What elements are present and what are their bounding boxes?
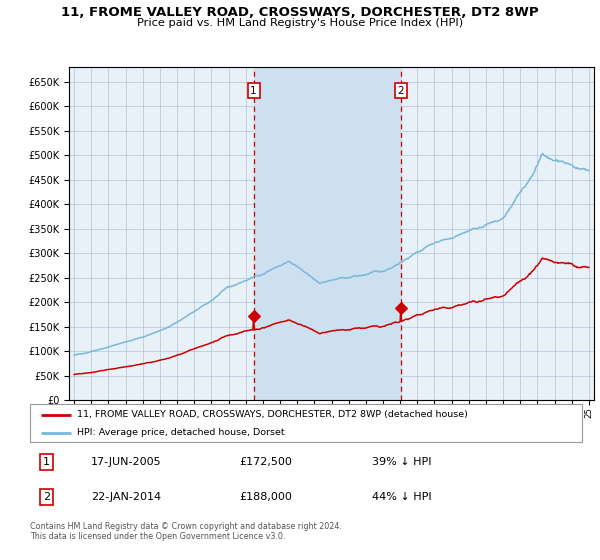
Text: 1: 1 bbox=[250, 86, 257, 96]
Text: 22-JAN-2014: 22-JAN-2014 bbox=[91, 492, 161, 502]
Text: HPI: Average price, detached house, Dorset: HPI: Average price, detached house, Dors… bbox=[77, 428, 284, 437]
Text: 11, FROME VALLEY ROAD, CROSSWAYS, DORCHESTER, DT2 8WP: 11, FROME VALLEY ROAD, CROSSWAYS, DORCHE… bbox=[61, 6, 539, 18]
Bar bbox=[254, 67, 401, 400]
Text: Contains HM Land Registry data © Crown copyright and database right 2024.
This d: Contains HM Land Registry data © Crown c… bbox=[30, 522, 342, 542]
FancyBboxPatch shape bbox=[30, 404, 582, 442]
Text: £172,500: £172,500 bbox=[240, 457, 293, 467]
Point bbox=[249, 311, 259, 320]
Text: £188,000: £188,000 bbox=[240, 492, 293, 502]
Text: 39% ↓ HPI: 39% ↓ HPI bbox=[372, 457, 432, 467]
Text: 2: 2 bbox=[43, 492, 50, 502]
Text: Price paid vs. HM Land Registry's House Price Index (HPI): Price paid vs. HM Land Registry's House … bbox=[137, 18, 463, 28]
Text: 2: 2 bbox=[398, 86, 404, 96]
Point bbox=[396, 304, 406, 312]
Text: 44% ↓ HPI: 44% ↓ HPI bbox=[372, 492, 432, 502]
Text: 11, FROME VALLEY ROAD, CROSSWAYS, DORCHESTER, DT2 8WP (detached house): 11, FROME VALLEY ROAD, CROSSWAYS, DORCHE… bbox=[77, 410, 468, 419]
Text: 1: 1 bbox=[43, 457, 50, 467]
Text: 17-JUN-2005: 17-JUN-2005 bbox=[91, 457, 161, 467]
